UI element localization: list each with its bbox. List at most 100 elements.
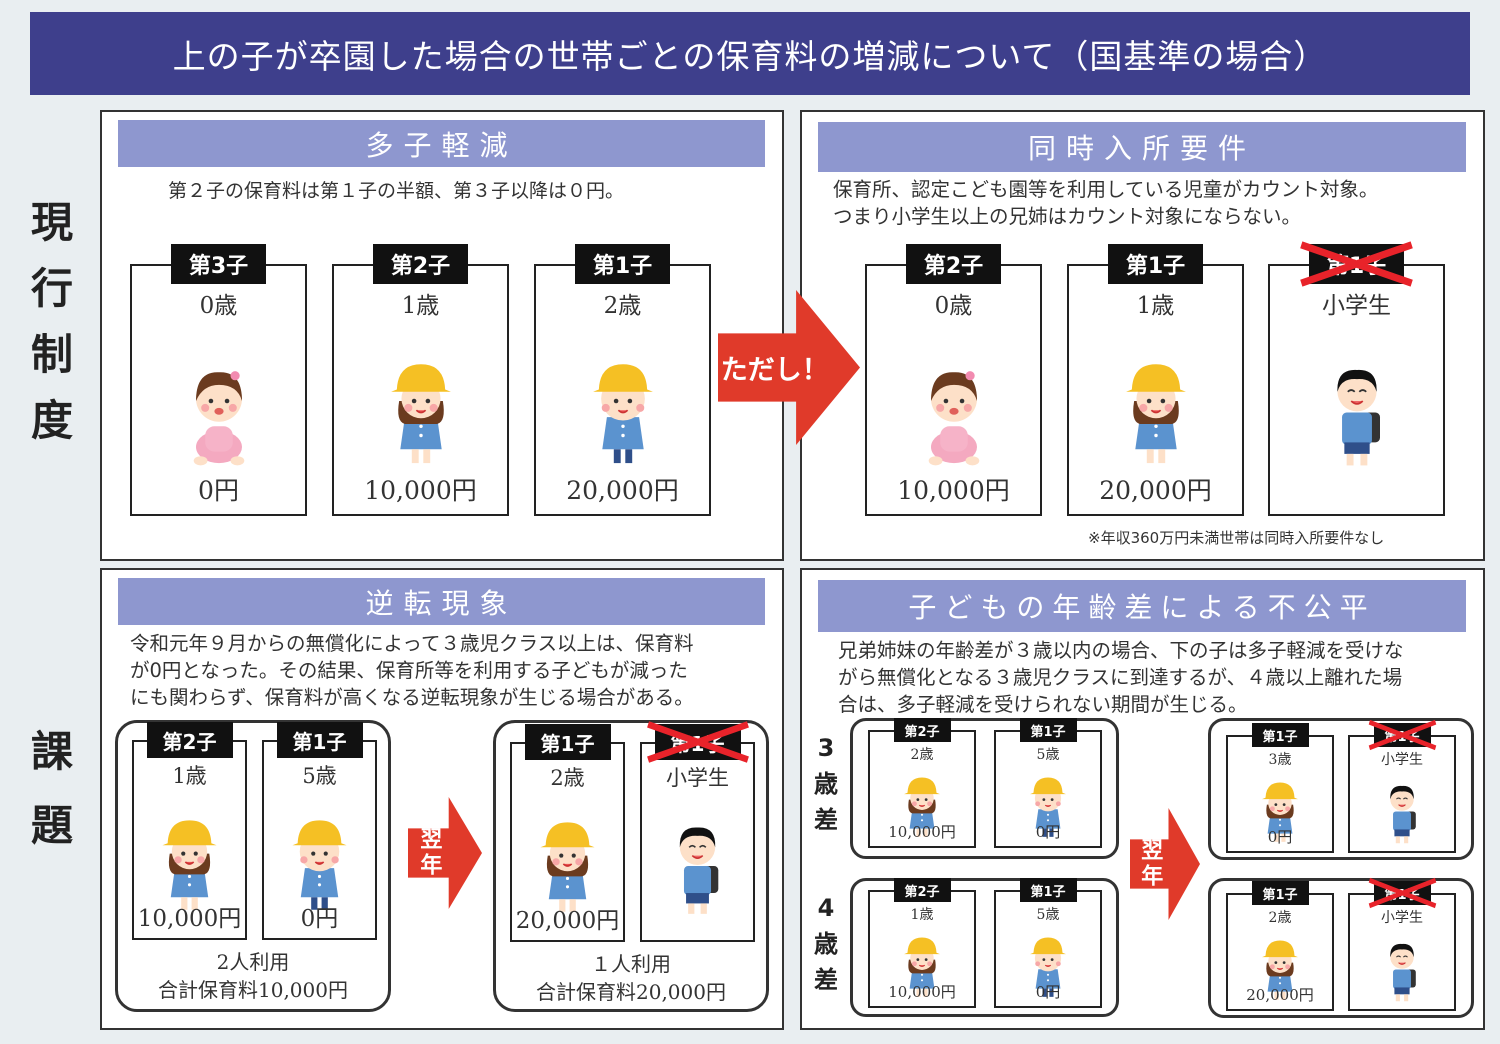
child-order-tab: 第1子 [1019, 718, 1077, 742]
child-fee: 0円 [1267, 828, 1293, 846]
child-fee: 0円 [300, 906, 339, 932]
girl-child-icon [901, 932, 943, 1001]
child-fee: 10,000円 [137, 906, 242, 932]
child-fee: 10,000円 [897, 476, 1010, 505]
side-label-issues: 課 題 [22, 715, 82, 863]
girl-child-icon [386, 355, 456, 470]
cross-out-icon [1299, 240, 1414, 288]
student-child-icon [1322, 355, 1392, 470]
child-order-tab: 第3子 [171, 244, 266, 284]
child-age: 2歳 [1268, 910, 1292, 926]
student-child-icon [1381, 935, 1423, 1004]
desc-line: がら無償化となる３歳児クラスに到達するが、４歳以上離れた場 [838, 666, 1403, 689]
group-summary: 2人利用 合計保育料10,000円 [115, 948, 391, 1004]
side-char: 行 [30, 264, 73, 313]
child-fee: 10,000円 [888, 823, 956, 841]
girl-child-icon [536, 814, 599, 918]
child-fee: 0円 [198, 476, 239, 505]
child-order-tab: 第2子 [893, 878, 951, 902]
panel-description: 令和元年９月からの無償化によって３歳児クラス以上は、保育料 が0円となった。その… [130, 630, 694, 711]
next-arrow-icon [718, 290, 860, 445]
girl-child-icon [1259, 935, 1301, 1004]
child-age: 5歳 [1036, 907, 1060, 923]
side-label-current: 現 行 制 度 [22, 190, 82, 454]
baby-child-icon [919, 355, 989, 470]
child-age: 5歳 [302, 764, 337, 788]
side-char: 度 [30, 396, 73, 445]
student-child-icon [1381, 777, 1423, 846]
cross-out-icon [1368, 719, 1437, 751]
summary-line: 2人利用 [216, 950, 290, 974]
summary-line: １人利用 [591, 952, 671, 976]
panel-header: 同時入所要件 [818, 122, 1466, 172]
child-age: 2歳 [910, 747, 934, 763]
panel-description: 保育所、認定こども園等を利用している児童がカウント対象。 つまり小学生以上の兄姉… [833, 176, 1378, 230]
child-card [510, 742, 625, 942]
desc-line: にも関わらず、保育料が高くなる逆転現象が生じる場合がある。 [130, 686, 694, 709]
row-label-3yr: 3 歳 差 [811, 730, 841, 838]
child-age: 5歳 [1036, 747, 1060, 763]
panel-header: 子どもの年齢差による不公平 [818, 580, 1466, 632]
panel-description: 第２子の保育料は第１子の半額、第３子以降は０円。 [168, 180, 625, 202]
desc-line: 令和元年９月からの無償化によって３歳児クラス以上は、保育料 [130, 632, 694, 655]
footnote: ※年収360万円未満世帯は同時入所要件なし [1088, 529, 1385, 547]
child-order-tab: 第2子 [373, 244, 468, 284]
child-fee: 20,000円 [1099, 476, 1212, 505]
child-order-tab: 第1子 [524, 724, 611, 760]
boy-child-icon [588, 355, 658, 470]
cross-out-icon [1368, 877, 1437, 909]
child-order-tab: 第1子 [1108, 244, 1203, 284]
child-age: 小学生 [1381, 752, 1423, 768]
row-label-char: 歳 [814, 930, 838, 958]
child-fee: 20,000円 [566, 476, 679, 505]
side-char: 題 [30, 801, 73, 850]
child-order-tab: 第1子 [1019, 878, 1077, 902]
child-fee: 10,000円 [364, 476, 477, 505]
desc-line: 保育所、認定こども園等を利用している児童がカウント対象。 [833, 178, 1379, 201]
child-order-tab: 第1子 [575, 244, 670, 284]
child-order-tab: 第2子 [906, 244, 1001, 284]
side-char: 課 [30, 727, 73, 776]
girl-child-icon [158, 812, 221, 916]
side-char: 現 [30, 198, 73, 247]
child-age: 0歳 [199, 293, 238, 319]
arrow-label: 翌年 [1137, 838, 1163, 890]
child-fee: 0円 [1035, 983, 1061, 1001]
arrow-label: ただし！ [720, 355, 829, 386]
child-age: 1歳 [172, 764, 207, 788]
child-age: 0歳 [934, 293, 973, 319]
child-age: 1歳 [910, 907, 934, 923]
arrow-label: 翌年 [416, 827, 442, 879]
child-age: 小学生 [666, 766, 729, 790]
child-order-tab: 第1子 [276, 722, 363, 758]
child-age: 3歳 [1268, 752, 1292, 768]
desc-line: が0円となった。その結果、保育所等を利用する子どもが減った [130, 659, 688, 682]
desc-line: つまり小学生以上の兄姉はカウント対象にならない。 [833, 205, 1302, 228]
side-char: 制 [30, 330, 73, 379]
next-arrow-icon [1130, 808, 1200, 920]
baby-child-icon [184, 355, 254, 470]
row-label-char: 差 [814, 806, 838, 834]
boy-child-icon [288, 812, 351, 916]
child-order-tab: 第2子 [146, 722, 233, 758]
summary-line: 合計保育料10,000円 [158, 978, 348, 1002]
child-order-tab: 第1子 [1251, 723, 1309, 747]
child-order-tab: 第1子 [1251, 881, 1309, 905]
student-child-icon [666, 814, 729, 918]
panel-description: 兄弟姉妹の年齢差が３歳以内の場合、下の子は多子軽減を受けな がら無償化となる３歳… [838, 637, 1404, 718]
row-label-4yr: 4 歳 差 [811, 890, 841, 998]
desc-line: 兄弟姉妹の年齢差が３歳以内の場合、下の子は多子軽減を受けな [838, 639, 1404, 662]
row-label-char: 差 [814, 966, 838, 994]
child-age: 小学生 [1322, 293, 1391, 319]
child-fee: 20,000円 [1246, 986, 1314, 1004]
row-label-char: 歳 [814, 770, 838, 798]
panel-header: 多子軽減 [118, 120, 765, 167]
child-age: 2歳 [603, 293, 642, 319]
child-order-tab: 第2子 [893, 718, 951, 742]
child-age: 2歳 [550, 766, 585, 790]
girl-child-icon [1259, 777, 1301, 846]
panel-header: 逆転現象 [118, 578, 765, 625]
group-summary: １人利用 合計保育料20,000円 [493, 950, 769, 1006]
page-title: 上の子が卒園した場合の世帯ごとの保育料の増減について（国基準の場合） [30, 12, 1470, 95]
girl-child-icon [901, 772, 943, 841]
